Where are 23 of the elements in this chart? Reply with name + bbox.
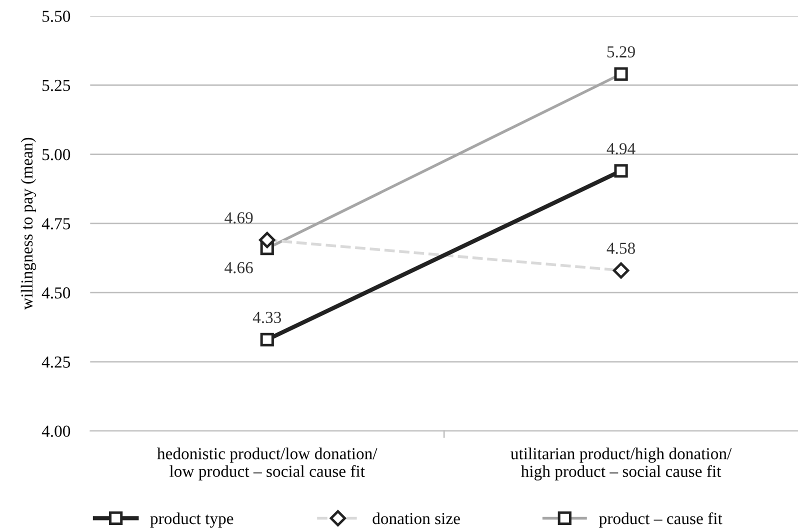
y-tick-label: 4.25 — [42, 356, 70, 368]
point — [259, 232, 276, 248]
y-tick-label: 5.25 — [42, 80, 70, 92]
data-label: 4.69 — [224, 212, 253, 224]
data-label: 4.66 — [224, 262, 253, 274]
y-tick-label: 4.50 — [42, 287, 70, 299]
data-label: 5.29 — [607, 46, 635, 58]
legend-label: product – cause fit — [599, 512, 722, 528]
y-tick-label: 4.00 — [42, 426, 70, 437]
y-tick-label: 5.50 — [42, 10, 70, 22]
y-tick-label: 5.00 — [42, 148, 70, 160]
legend-label: donation size — [372, 512, 460, 524]
data-label: 4.94 — [606, 143, 636, 154]
data-label: 4.33 — [252, 312, 282, 324]
legend-label: product type — [150, 512, 234, 528]
y-tick-label: 4.75 — [42, 218, 70, 230]
point — [614, 164, 628, 178]
y-axis-title: willingness to pay (mean) — [20, 138, 36, 310]
point — [612, 262, 630, 279]
x-tick-label: utilitarian product/high donation/ high product – social cause fit — [510, 448, 732, 480]
data-label: 4.58 — [606, 242, 635, 254]
point — [260, 332, 274, 346]
x-tick-label: hedonistic product/low donation/ low product – social cause fit — [157, 448, 378, 480]
